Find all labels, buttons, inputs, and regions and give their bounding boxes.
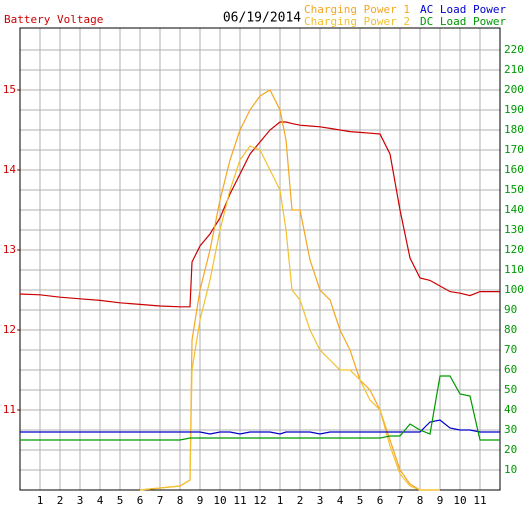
x-tick-label: 6	[137, 494, 144, 507]
x-tick-label: 6	[377, 494, 384, 507]
chart-title: 06/19/2014	[223, 11, 301, 26]
y2-tick-label: 60	[504, 363, 517, 376]
x-tick-label: 5	[357, 494, 364, 507]
y2-tick-label: 70	[504, 343, 517, 356]
y2-tick-label: 210	[504, 63, 524, 76]
series-line	[19, 121, 500, 308]
x-tick-label: 12	[253, 494, 266, 507]
x-tick-label: 4	[337, 494, 344, 507]
x-tick-label: 1	[277, 494, 284, 507]
y2-tick-label: 170	[504, 143, 524, 156]
y-tick-label: 15	[3, 83, 16, 96]
x-tick-label: 5	[117, 494, 124, 507]
y2-tick-label: 130	[504, 223, 524, 236]
y-tick-label: 11	[3, 403, 16, 416]
legend-label: Battery Voltage	[4, 13, 103, 26]
x-tick-label: 8	[177, 494, 184, 507]
series-line	[139, 89, 440, 491]
legend-label: Charging Power 2	[304, 15, 410, 28]
series-line	[139, 145, 440, 491]
legend-label: DC Load Power	[420, 15, 506, 28]
y-tick-label: 12	[3, 323, 16, 336]
y2-tick-label: 190	[504, 103, 524, 116]
plot-frame	[19, 27, 501, 491]
y2-tick-label: 200	[504, 83, 524, 96]
y-tick-label: 13	[3, 243, 16, 256]
y2-tick-label: 220	[504, 43, 524, 56]
y2-tick-label: 150	[504, 183, 524, 196]
y2-tick-label: 50	[504, 383, 517, 396]
y2-tick-label: 20	[504, 443, 517, 456]
x-tick-label: 7	[397, 494, 404, 507]
x-tick-label: 9	[437, 494, 444, 507]
y2-tick-label: 160	[504, 163, 524, 176]
x-tick-label: 11	[233, 494, 246, 507]
x-tick-label: 3	[317, 494, 324, 507]
y2-tick-label: 120	[504, 243, 524, 256]
y2-tick-label: 30	[504, 423, 517, 436]
y2-tick-label: 110	[504, 263, 524, 276]
x-tick-label: 10	[453, 494, 466, 507]
x-tick-label: 2	[57, 494, 64, 507]
x-tick-label: 2	[297, 494, 304, 507]
x-tick-label: 8	[417, 494, 424, 507]
x-tick-label: 10	[213, 494, 226, 507]
y-tick-label: 14	[3, 163, 17, 176]
y2-tick-label: 180	[504, 123, 524, 136]
series-line	[20, 375, 500, 441]
x-tick-label: 11	[473, 494, 486, 507]
legend-label: Charging Power 1	[304, 3, 410, 16]
y2-tick-label: 10	[504, 463, 517, 476]
y2-tick-label: 80	[504, 323, 517, 336]
x-tick-label: 3	[77, 494, 84, 507]
y2-tick-label: 40	[504, 403, 517, 416]
x-tick-label: 7	[157, 494, 164, 507]
y2-tick-label: 140	[504, 203, 524, 216]
y2-tick-label: 100	[504, 283, 524, 296]
x-tick-label: 4	[97, 494, 104, 507]
x-tick-label: 9	[197, 494, 204, 507]
legend-label: AC Load Power	[420, 3, 506, 16]
x-tick-label: 1	[37, 494, 44, 507]
y2-tick-label: 90	[504, 303, 517, 316]
